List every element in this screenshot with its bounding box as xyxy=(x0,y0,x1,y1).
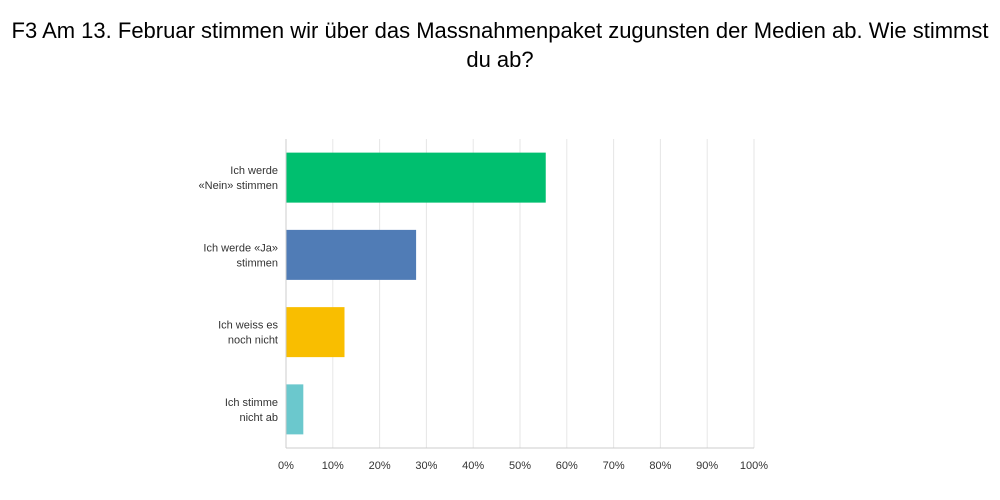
category-label: stimmen xyxy=(236,257,278,269)
category-label: Ich werde xyxy=(230,165,278,177)
x-tick-label: 30% xyxy=(415,460,437,472)
bars-layer xyxy=(286,152,546,435)
chart-title: F3 Am 13. Februar stimmen wir über das M… xyxy=(11,18,989,72)
category-labels: Ich werde «Nein» stimmen Ich werde «Ja» sti… xyxy=(199,165,279,424)
x-tick-labels: 0% 10% 20% 30% 40% 50% 60% 70% 80% 90% 100% xyxy=(278,460,768,472)
x-tick-label: 70% xyxy=(603,460,625,472)
x-tick-label: 60% xyxy=(556,460,578,472)
category-label: «Nein» stimmen xyxy=(199,180,278,192)
bar-1 xyxy=(286,152,546,203)
axis-layer xyxy=(285,139,754,449)
category-label: Ich werde «Ja» xyxy=(203,242,278,254)
bar-2 xyxy=(286,229,417,280)
category-label: Ich stimme xyxy=(225,397,278,409)
bar-4 xyxy=(286,384,304,435)
category-label: Ich weiss es xyxy=(218,320,278,332)
bar-3 xyxy=(286,307,345,358)
x-tick-label: 100% xyxy=(740,460,768,472)
category-label: nicht ab xyxy=(239,412,278,424)
x-tick-label: 50% xyxy=(509,460,531,472)
x-tick-label: 80% xyxy=(649,460,671,472)
x-tick-label: 90% xyxy=(696,460,718,472)
x-tick-label: 20% xyxy=(369,460,391,472)
x-tick-label: 10% xyxy=(322,460,344,472)
category-label: noch nicht xyxy=(228,335,278,347)
x-tick-label: 40% xyxy=(462,460,484,472)
x-tick-label: 0% xyxy=(278,460,294,472)
